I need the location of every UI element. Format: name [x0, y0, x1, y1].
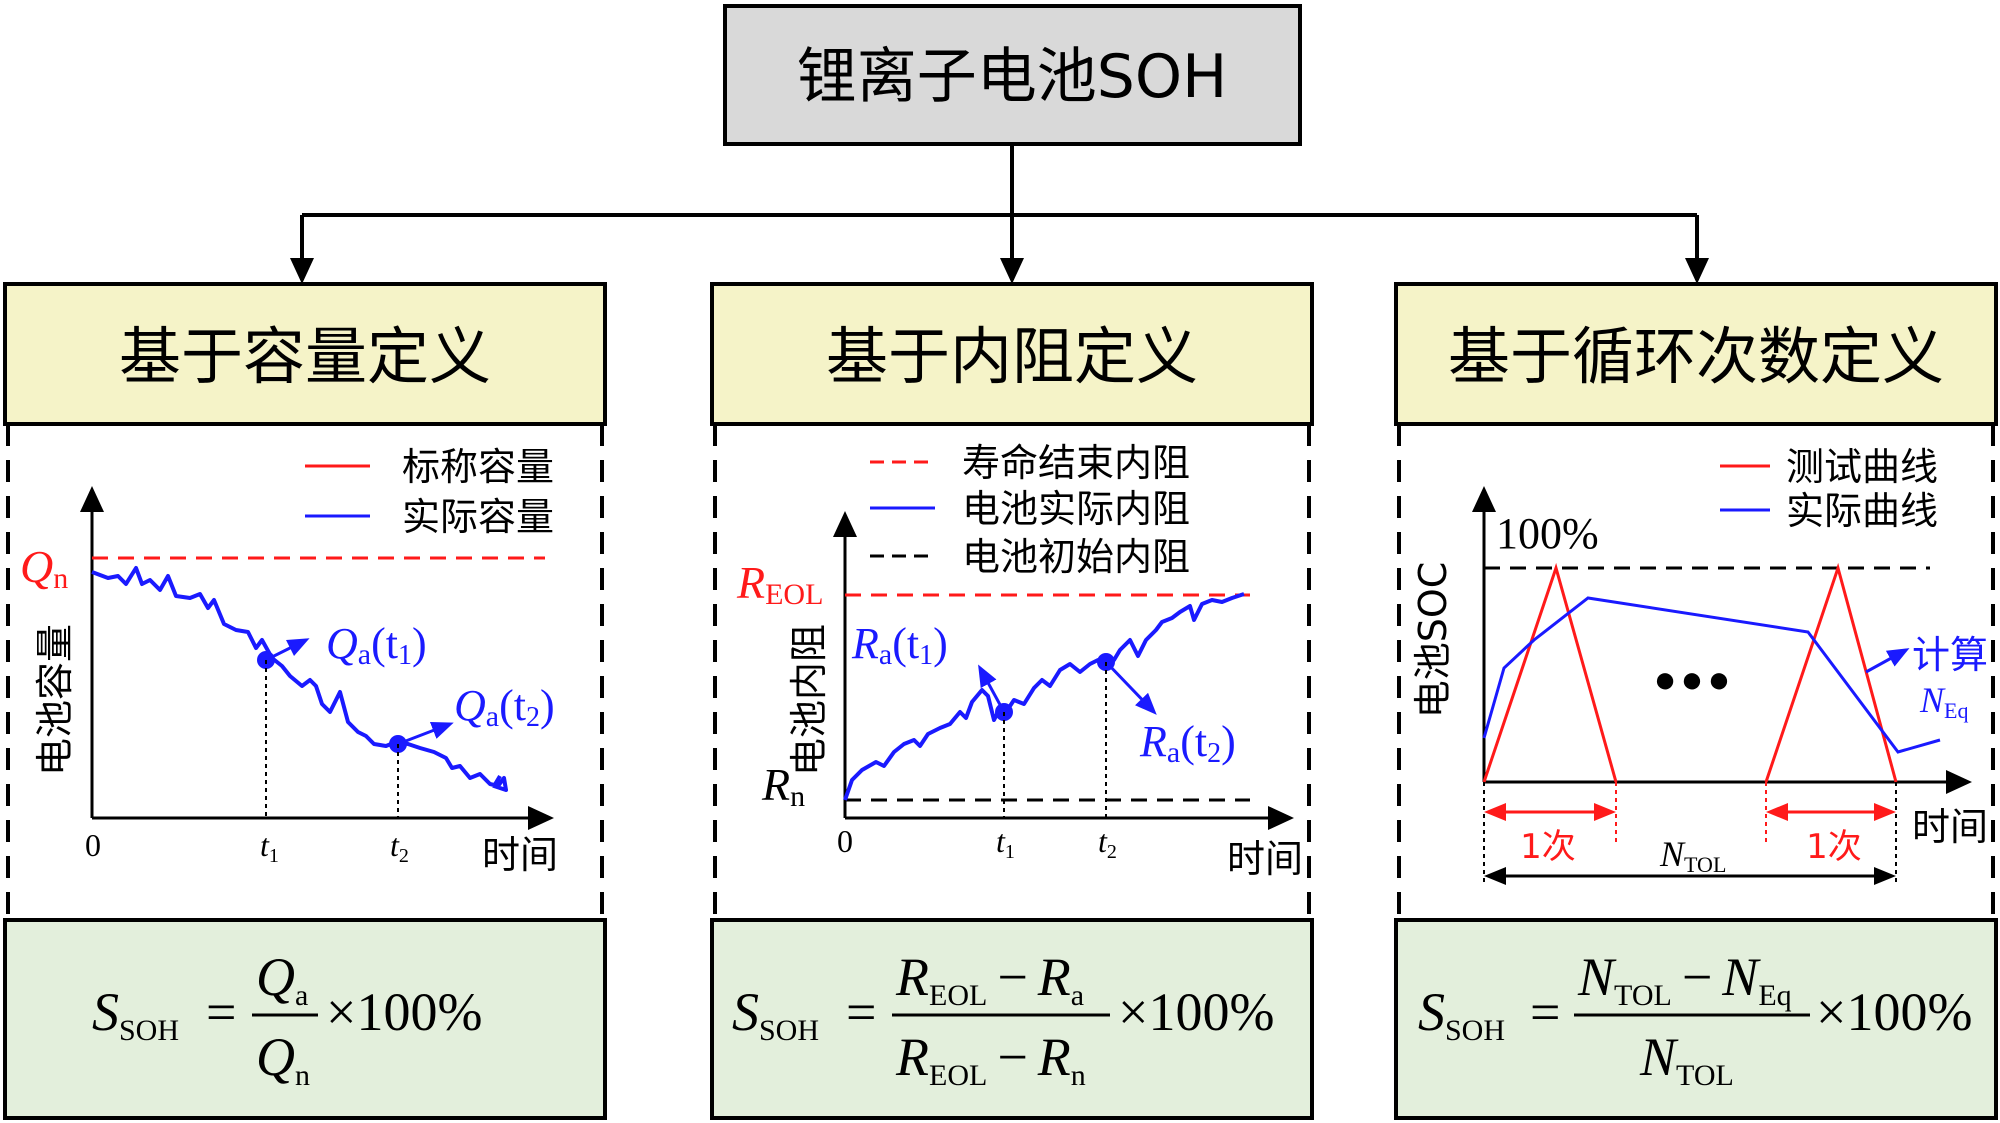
panel-resistance-title: 基于内阻定义	[826, 320, 1198, 393]
reol-label: REOL	[736, 557, 823, 611]
tick-t2: t2	[390, 827, 409, 867]
panel-resistance-header	[710, 282, 1314, 426]
panel-cycles-formula-box	[1394, 918, 1998, 1120]
title-text: 锂离子电池SOH	[797, 42, 1227, 112]
ntol-label: NTOL	[1659, 834, 1726, 877]
formula-resistance-den: REOL − Rn	[895, 1027, 1086, 1092]
legend-actual-resistance: 电池实际内阻	[962, 487, 1190, 531]
origin-label: 0	[837, 823, 853, 859]
panel-capacity-header	[3, 282, 607, 426]
panel-resistance: 基于内阻定义 寿命结束内阻 电池实际内阻 电池初始内阻 电池内阻 时间 0 RE…	[710, 282, 1314, 1120]
title-box	[723, 4, 1302, 146]
formula-cycles-tail: ×100%	[1816, 982, 1972, 1042]
formula-cycles-num: NTOL − NEq	[1577, 947, 1792, 1012]
formula-capacity-tail: ×100%	[326, 982, 482, 1042]
test-curve-1	[1482, 562, 1618, 783]
formula-cycles-lhs: SSOH	[1418, 982, 1505, 1047]
ra-t1-label: Ra(t1)	[851, 619, 948, 671]
panel-cycles-title: 基于循环次数定义	[1448, 320, 1944, 393]
panel-resistance-formula-box	[710, 918, 1314, 1120]
formula-cycles-eq: =	[1530, 982, 1560, 1042]
panel-capacity-formula-box	[3, 918, 607, 1120]
x-axis-label: 时间	[1912, 805, 1988, 849]
neq-label: NEq	[1919, 680, 1968, 723]
formula-capacity-lhs: SSOH	[92, 982, 179, 1047]
panel-cycles-header	[1394, 282, 1998, 426]
resistance-curve	[843, 592, 1245, 801]
actual-curve	[1482, 596, 1941, 754]
origin-label: 0	[85, 827, 101, 863]
tick-t2: t2	[1098, 823, 1117, 863]
formula-resistance-eq: =	[846, 982, 876, 1042]
calc-label: 计算	[1912, 633, 1988, 677]
qa-t1-label: Qa(t1)	[326, 619, 427, 671]
y-axis-label: 电池内阻	[787, 624, 831, 776]
legend-actual-curve: 实际曲线	[1786, 489, 1938, 533]
x-axis-label: 时间	[1227, 837, 1303, 881]
cycle-1-label: 1次	[1520, 827, 1576, 867]
tick-t1: t1	[260, 827, 279, 867]
panel-cycles: 基于循环次数定义 测试曲线 实际曲线 电池SOC 时间 100% ●●● 计算 …	[1394, 282, 1998, 1120]
cycle-2-label: 1次	[1806, 827, 1862, 867]
formula-resistance-num: REOL − Ra	[895, 947, 1084, 1012]
rn-label: Rn	[761, 759, 805, 813]
connector-tree	[290, 144, 1709, 284]
legend-eol-resistance: 寿命结束内阻	[962, 441, 1190, 485]
y-axis-label: 电池容量	[33, 624, 77, 776]
formula-resistance-lhs: SSOH	[732, 982, 819, 1047]
legend-actual-capacity: 实际容量	[402, 495, 554, 539]
panel-capacity-title: 基于容量定义	[119, 320, 491, 393]
tick-t1: t1	[996, 823, 1015, 863]
legend-nominal-capacity: 标称容量	[402, 445, 554, 489]
formula-capacity-eq: =	[206, 982, 236, 1042]
ra-t2-label: Ra(t2)	[1139, 717, 1236, 769]
capacity-curve	[91, 566, 508, 792]
legend-test-curve: 测试曲线	[1786, 445, 1938, 489]
full-soc-label: 100%	[1496, 509, 1599, 558]
formula-capacity-den: Qn	[256, 1027, 310, 1092]
x-axis-label: 时间	[482, 833, 558, 877]
formula-cycles-den: NTOL	[1639, 1027, 1734, 1092]
ellipsis-dots: ●●●	[1654, 659, 1735, 701]
formula-capacity-num: Qa	[256, 947, 308, 1012]
y-axis-label: 电池SOC	[1411, 562, 1455, 719]
qn-label: Qn	[20, 541, 68, 595]
panel-capacity: 基于容量定义 标称容量 实际容量 电池容量 时间 0 Qn Qa(t1) Qa(…	[3, 282, 607, 1120]
legend-initial-resistance: 电池初始内阻	[962, 535, 1190, 579]
formula-resistance-tail: ×100%	[1118, 982, 1274, 1042]
qa-t2-label: Qa(t2)	[454, 681, 555, 733]
test-curve-2	[1764, 562, 1898, 783]
